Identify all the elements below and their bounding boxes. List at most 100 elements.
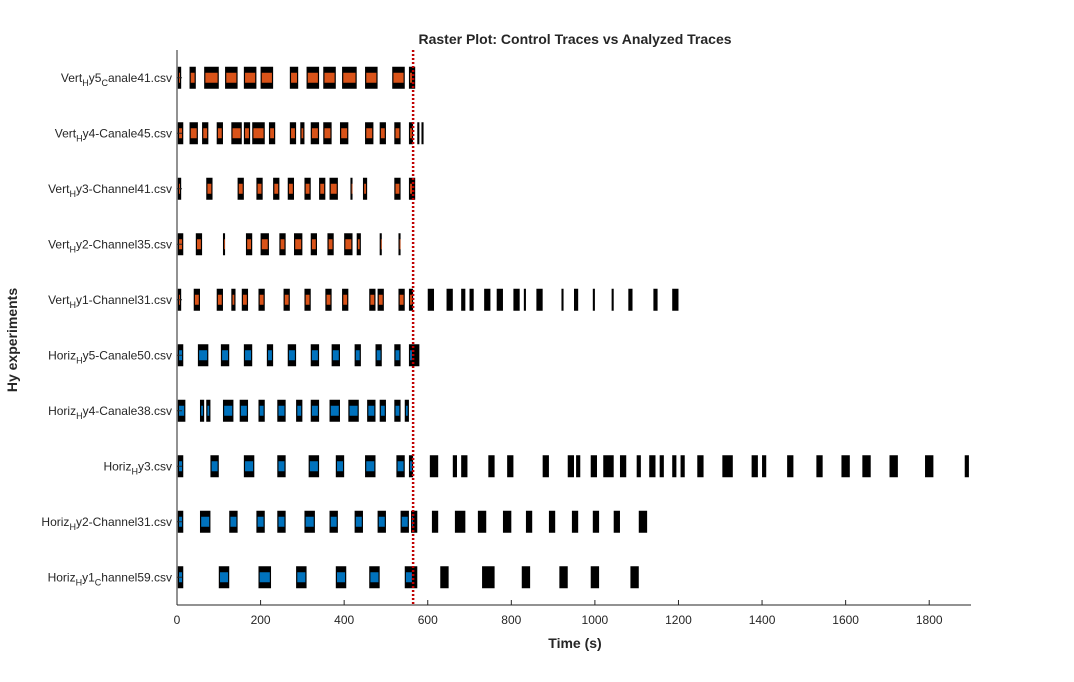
spike-burst (619, 455, 627, 478)
spike-burst (482, 566, 495, 589)
x-tick-label: 600 (418, 613, 438, 627)
analyzed-burst (295, 239, 302, 250)
analyzed-burst (410, 72, 412, 83)
analyzed-burst (247, 239, 252, 250)
spike-burst (613, 510, 620, 533)
analyzed-burst (330, 516, 337, 527)
spike-burst (440, 566, 449, 589)
spike-burst (816, 455, 823, 478)
spike-burst (484, 288, 491, 311)
analyzed-burst (305, 294, 310, 305)
analyzed-burst (320, 183, 325, 194)
row-label: HorizHy4-Canale38.csv (48, 404, 172, 421)
spike-burst (417, 122, 420, 145)
spike-burst (603, 455, 614, 478)
analyzed-burst (380, 405, 385, 416)
spike-burst (964, 455, 969, 478)
analyzed-burst (345, 239, 352, 250)
raster-row (177, 66, 416, 89)
spike-burst (751, 455, 758, 478)
analyzed-burst (245, 350, 252, 361)
spike-burst (461, 288, 466, 311)
analyzed-burst (368, 405, 375, 416)
raster-row (177, 122, 424, 145)
spike-burst (561, 288, 564, 311)
spike-burst (427, 288, 435, 311)
y-tick-labels: VertHy5Canale41.csv VertHy4-Canale45.csv V… (41, 71, 182, 587)
analyzed-burst (337, 461, 343, 472)
x-tick-label: 200 (251, 613, 271, 627)
spike-burst (590, 566, 600, 589)
spike-burst (762, 455, 767, 478)
spike-burst (496, 288, 503, 311)
analyzed-burst (288, 350, 295, 361)
row-label: HorizHy3.csv (103, 459, 172, 476)
spike-burst (431, 510, 439, 533)
spike-burst (411, 510, 418, 533)
spike-burst (653, 288, 658, 311)
analyzed-burst (217, 128, 222, 139)
spike-burst (576, 455, 581, 478)
spike-burst (672, 455, 677, 478)
spike-burst (469, 288, 474, 311)
spike-burst (379, 233, 382, 256)
analyzed-burst (211, 461, 218, 472)
analyzed-burst (253, 128, 264, 139)
analyzed-burst (378, 294, 383, 305)
analyzed-burst (284, 294, 289, 305)
row-label: VertHy1-Channel31.csv (48, 293, 172, 310)
x-tick-label: 1600 (832, 613, 859, 627)
spike-burst (477, 510, 487, 533)
analyzed-burst (240, 405, 247, 416)
spike-burst (630, 566, 639, 589)
spike-burst (697, 455, 704, 478)
spike-burst (523, 288, 526, 311)
analyzed-burst (311, 128, 318, 139)
analyzed-burst (405, 405, 408, 416)
chart-title: Raster Plot: Control Traces vs Analyzed … (418, 31, 731, 47)
spike-burst (488, 455, 495, 478)
analyzed-burst (326, 294, 331, 305)
analyzed-burst (351, 183, 353, 194)
spike-burst (787, 455, 794, 478)
spike-burst (542, 455, 549, 478)
x-tick-label: 1400 (749, 613, 776, 627)
analyzed-burst (311, 350, 318, 361)
row-label: VertHy2-Channel35.csv (48, 237, 172, 254)
analyzed-burst (217, 294, 222, 305)
analyzed-burst (226, 72, 237, 83)
analyzed-burst (405, 572, 412, 583)
spike-burst (454, 510, 466, 533)
analyzed-burst (370, 294, 375, 305)
analyzed-burst (232, 294, 235, 305)
spike-burst (638, 510, 648, 533)
x-tick-label: 0 (174, 613, 181, 627)
spike-burst (592, 288, 595, 311)
analyzed-burst (288, 183, 293, 194)
analyzed-burst (307, 72, 318, 83)
analyzed-burst (278, 461, 285, 472)
analyzed-burst (259, 572, 270, 583)
analyzed-burst (355, 516, 362, 527)
analyzed-burst (219, 572, 229, 583)
analyzed-burst (278, 516, 285, 527)
analyzed-burst (393, 72, 404, 83)
analyzed-burst (245, 461, 254, 472)
spike-burst (408, 177, 416, 200)
analyzed-burst (343, 294, 348, 305)
analyzed-burst (245, 128, 249, 139)
analyzed-burst (395, 183, 400, 194)
analyzed-burst (305, 516, 314, 527)
spike-burst (525, 510, 533, 533)
spike-burst (659, 455, 664, 478)
spike-burst (574, 288, 579, 311)
row-label: HorizHy5-Canale50.csv (48, 348, 172, 365)
spike-burst (350, 177, 353, 200)
analyzed-burst (366, 461, 375, 472)
analyzed-burst (261, 239, 268, 250)
analyzed-burst (397, 461, 404, 472)
analyzed-burst (395, 128, 400, 139)
analyzed-burst (341, 128, 348, 139)
analyzed-burst (324, 72, 335, 83)
analyzed-burst (332, 350, 339, 361)
